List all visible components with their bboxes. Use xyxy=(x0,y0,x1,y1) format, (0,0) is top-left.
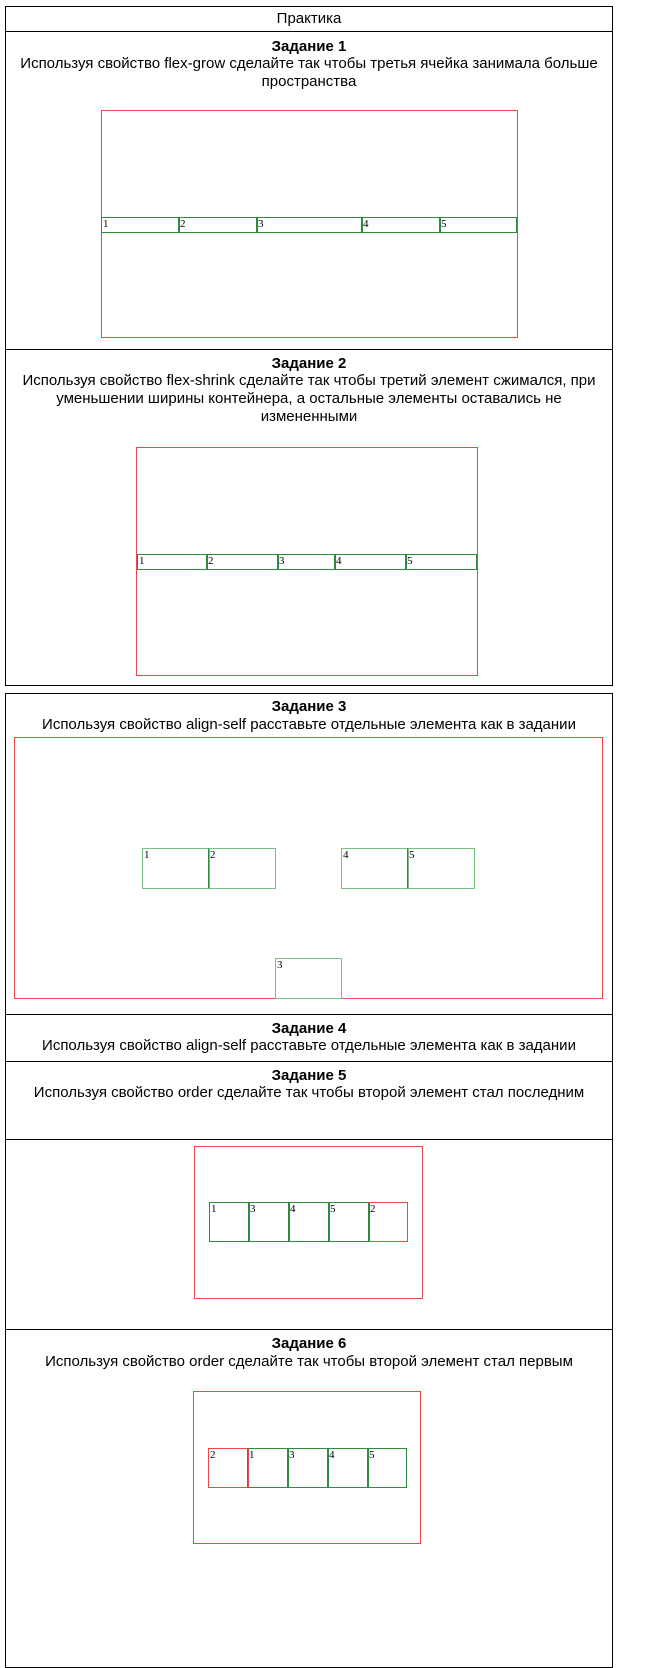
row-divider xyxy=(5,1329,613,1330)
task-2-description: Используя свойство flex-shrink сделайте … xyxy=(22,372,596,425)
task-5-item: 4 xyxy=(288,1202,330,1242)
task-5-item: 1 xyxy=(209,1202,250,1242)
row-divider xyxy=(5,1014,613,1015)
task-5-item: 3 xyxy=(248,1202,290,1242)
task-3-item: 3 xyxy=(275,958,342,999)
task-6-item: 5 xyxy=(367,1448,407,1488)
row-divider xyxy=(5,1139,613,1140)
task-1-item: 5 xyxy=(439,217,517,233)
task-2-item: 1 xyxy=(137,554,208,570)
task-2-item: 2 xyxy=(206,554,279,570)
table-frame-top xyxy=(5,6,613,686)
table-title: Практика xyxy=(276,10,342,27)
task-6-item: 2 xyxy=(208,1448,249,1488)
row-divider xyxy=(5,1061,613,1062)
task-6-container xyxy=(193,1391,421,1544)
row-divider xyxy=(5,349,613,350)
task-2-item: 5 xyxy=(405,554,477,570)
task-2-title: Задание 2 xyxy=(271,355,347,372)
task-5-container xyxy=(194,1146,423,1299)
task-3-item: 2 xyxy=(208,848,276,889)
task-6-title: Задание 6 xyxy=(271,1335,347,1352)
task-1-item: 3 xyxy=(256,217,363,233)
task-5-title: Задание 5 xyxy=(271,1067,347,1084)
task-3-title: Задание 3 xyxy=(271,698,347,715)
task-1-item: 2 xyxy=(178,217,258,233)
task-1-description: Используя свойство flex-grow сделайте та… xyxy=(20,55,598,90)
task-2-item: 3 xyxy=(277,554,336,570)
task-4-title: Задание 4 xyxy=(271,1020,347,1037)
task-5-description: Используя свойство order сделайте так чт… xyxy=(33,1084,585,1101)
task-1-title: Задание 1 xyxy=(271,38,347,55)
task-6-item: 4 xyxy=(327,1448,369,1488)
task-6-item: 3 xyxy=(287,1448,329,1488)
task-2-container xyxy=(136,447,478,676)
task-6-item: 1 xyxy=(247,1448,289,1488)
task-1-item: 4 xyxy=(361,217,441,233)
task-6-description: Используя свойство order сделайте так чт… xyxy=(45,1353,573,1370)
task-3-description: Используя свойство align-self расставьте… xyxy=(42,716,576,733)
task-3-item: 5 xyxy=(407,848,475,889)
task-5-item: 2 xyxy=(368,1202,408,1242)
task-3-item: 1 xyxy=(142,848,210,889)
task-3-item: 4 xyxy=(341,848,409,889)
task-5-item: 5 xyxy=(328,1202,370,1242)
task-1-item: 1 xyxy=(101,217,180,233)
task-4-description: Используя свойство align-self расставьте… xyxy=(42,1037,576,1054)
task-2-item: 4 xyxy=(334,554,407,570)
row-divider xyxy=(5,31,613,32)
